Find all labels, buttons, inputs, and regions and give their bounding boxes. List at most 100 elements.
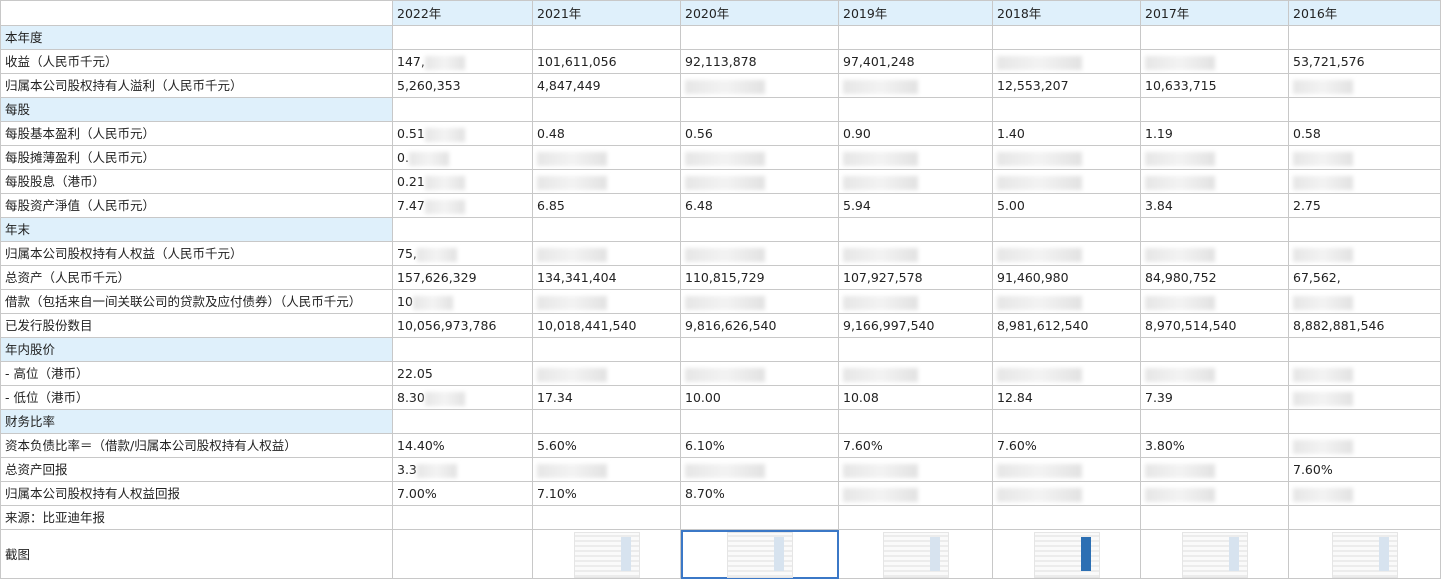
table-cell[interactable]: 5,260,353 [392, 73, 533, 98]
table-cell[interactable] [1140, 169, 1289, 194]
table-cell[interactable] [1140, 217, 1289, 242]
table-cell[interactable]: 8.70% [680, 481, 839, 506]
table-cell[interactable] [680, 97, 839, 122]
table-cell[interactable] [1140, 361, 1289, 386]
table-cell[interactable]: 8,970,514,540 [1140, 313, 1289, 338]
table-cell[interactable] [1288, 217, 1441, 242]
table-cell[interactable] [992, 289, 1141, 314]
table-cell[interactable] [392, 505, 533, 530]
year-header[interactable]: 2022年 [392, 0, 533, 26]
table-cell[interactable] [680, 25, 839, 50]
table-cell[interactable] [1288, 409, 1441, 434]
table-cell[interactable]: 0.90 [838, 121, 993, 146]
table-cell[interactable] [992, 505, 1141, 530]
table-cell[interactable] [392, 217, 533, 242]
table-cell[interactable] [1288, 505, 1441, 530]
table-cell[interactable] [532, 289, 681, 314]
table-cell[interactable] [838, 145, 993, 170]
table-cell[interactable]: 10.08 [838, 385, 993, 410]
table-cell[interactable] [838, 409, 993, 434]
source-note[interactable]: 来源：比亚迪年报 [0, 505, 393, 530]
row-label[interactable]: 借款（包括来自一间关联公司的贷款及应付债券）（人民币千元） [0, 289, 393, 314]
table-cell[interactable] [992, 217, 1141, 242]
row-label[interactable]: - 低位（港币） [0, 385, 393, 410]
table-cell[interactable]: 107,927,578 [838, 265, 993, 290]
table-cell[interactable]: 7.00% [392, 481, 533, 506]
report-thumbnail-image[interactable] [882, 532, 949, 578]
table-cell[interactable] [680, 169, 839, 194]
table-cell[interactable] [1140, 481, 1289, 506]
table-cell[interactable] [532, 169, 681, 194]
table-cell[interactable] [992, 529, 1141, 579]
table-cell[interactable] [680, 73, 839, 98]
table-cell[interactable]: 110,815,729 [680, 265, 839, 290]
table-cell[interactable] [1288, 529, 1441, 579]
year-header[interactable]: 2019年 [838, 0, 993, 26]
table-cell[interactable] [1288, 73, 1441, 98]
table-cell[interactable] [392, 409, 533, 434]
table-cell[interactable] [1288, 97, 1441, 122]
table-cell[interactable]: 7.60% [1288, 457, 1441, 482]
table-cell[interactable]: 7.39 [1140, 385, 1289, 410]
table-cell[interactable]: 12.84 [992, 385, 1141, 410]
table-cell[interactable]: 9,166,997,540 [838, 313, 993, 338]
row-label[interactable]: 总资产回报 [0, 457, 393, 482]
table-cell[interactable] [680, 361, 839, 386]
table-cell[interactable] [838, 457, 993, 482]
table-cell[interactable]: 75, [392, 241, 533, 266]
table-cell[interactable] [1288, 361, 1441, 386]
table-cell[interactable]: 6.85 [532, 193, 681, 218]
table-cell[interactable]: 5.00 [992, 193, 1141, 218]
table-cell[interactable] [532, 361, 681, 386]
table-cell[interactable] [1140, 49, 1289, 74]
table-cell[interactable] [838, 361, 993, 386]
table-cell[interactable]: 91,460,980 [992, 265, 1141, 290]
table-cell[interactable] [680, 457, 839, 482]
table-cell[interactable]: 7.10% [532, 481, 681, 506]
table-cell[interactable] [838, 73, 993, 98]
year-header[interactable]: 2016年 [1288, 0, 1441, 26]
section-label[interactable]: 年末 [0, 217, 393, 242]
row-label[interactable]: 截图 [0, 529, 393, 579]
table-cell[interactable]: 14.40% [392, 433, 533, 458]
table-cell[interactable]: 101,611,056 [532, 49, 681, 74]
row-label[interactable]: 归属本公司股权持有人权益（人民币千元） [0, 241, 393, 266]
table-cell[interactable] [838, 481, 993, 506]
table-cell[interactable] [1140, 529, 1289, 579]
table-cell[interactable] [1140, 241, 1289, 266]
table-cell[interactable]: 3.84 [1140, 193, 1289, 218]
report-thumbnail-image[interactable] [1181, 532, 1248, 578]
table-cell[interactable] [992, 25, 1141, 50]
row-label[interactable]: 每股基本盈利（人民币元） [0, 121, 393, 146]
year-header[interactable]: 2021年 [532, 0, 681, 26]
table-cell[interactable] [992, 241, 1141, 266]
table-cell[interactable]: 1.19 [1140, 121, 1289, 146]
table-cell[interactable]: 9,816,626,540 [680, 313, 839, 338]
table-cell[interactable]: 10,056,973,786 [392, 313, 533, 338]
table-cell[interactable] [532, 409, 681, 434]
table-cell[interactable] [838, 289, 993, 314]
row-label[interactable]: - 高位（港币） [0, 361, 393, 386]
report-thumbnail-image[interactable] [1331, 532, 1398, 578]
table-cell[interactable] [992, 49, 1141, 74]
table-cell[interactable]: 8,981,612,540 [992, 313, 1141, 338]
table-cell[interactable] [680, 145, 839, 170]
table-cell[interactable] [992, 337, 1141, 362]
section-label[interactable]: 年内股价 [0, 337, 393, 362]
table-cell[interactable] [992, 145, 1141, 170]
table-cell[interactable] [1140, 289, 1289, 314]
table-cell[interactable] [392, 97, 533, 122]
report-thumbnail-image[interactable] [1033, 532, 1100, 578]
table-cell[interactable]: 0. [392, 145, 533, 170]
table-cell[interactable]: 0.21 [392, 169, 533, 194]
row-label[interactable]: 归属本公司股权持有人溢利（人民币千元） [0, 73, 393, 98]
row-label[interactable]: 总资产（人民币千元） [0, 265, 393, 290]
table-cell[interactable] [532, 217, 681, 242]
table-cell[interactable]: 3.3 [392, 457, 533, 482]
table-cell[interactable] [1140, 409, 1289, 434]
table-cell[interactable] [1288, 169, 1441, 194]
table-cell[interactable] [838, 217, 993, 242]
row-label[interactable]: 资本负债比率＝（借款/归属本公司股权持有人权益） [0, 433, 393, 458]
table-cell[interactable]: 92,113,878 [680, 49, 839, 74]
table-cell[interactable] [392, 337, 533, 362]
